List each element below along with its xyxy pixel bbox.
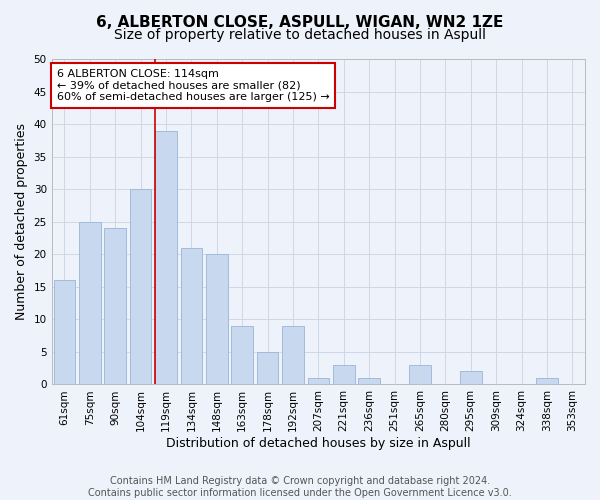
- Text: 6 ALBERTON CLOSE: 114sqm
← 39% of detached houses are smaller (82)
60% of semi-d: 6 ALBERTON CLOSE: 114sqm ← 39% of detach…: [57, 69, 330, 102]
- Bar: [460, 372, 482, 384]
- Bar: [536, 378, 557, 384]
- Bar: [104, 228, 126, 384]
- Bar: [282, 326, 304, 384]
- Text: 6, ALBERTON CLOSE, ASPULL, WIGAN, WN2 1ZE: 6, ALBERTON CLOSE, ASPULL, WIGAN, WN2 1Z…: [97, 15, 503, 30]
- Text: Size of property relative to detached houses in Aspull: Size of property relative to detached ho…: [114, 28, 486, 42]
- Y-axis label: Number of detached properties: Number of detached properties: [15, 123, 28, 320]
- Bar: [333, 365, 355, 384]
- Bar: [308, 378, 329, 384]
- Text: Contains HM Land Registry data © Crown copyright and database right 2024.
Contai: Contains HM Land Registry data © Crown c…: [88, 476, 512, 498]
- Bar: [79, 222, 101, 384]
- Bar: [155, 130, 177, 384]
- Bar: [130, 189, 151, 384]
- X-axis label: Distribution of detached houses by size in Aspull: Distribution of detached houses by size …: [166, 437, 470, 450]
- Bar: [53, 280, 75, 384]
- Bar: [232, 326, 253, 384]
- Bar: [358, 378, 380, 384]
- Bar: [181, 248, 202, 384]
- Bar: [409, 365, 431, 384]
- Bar: [206, 254, 227, 384]
- Bar: [257, 352, 278, 384]
